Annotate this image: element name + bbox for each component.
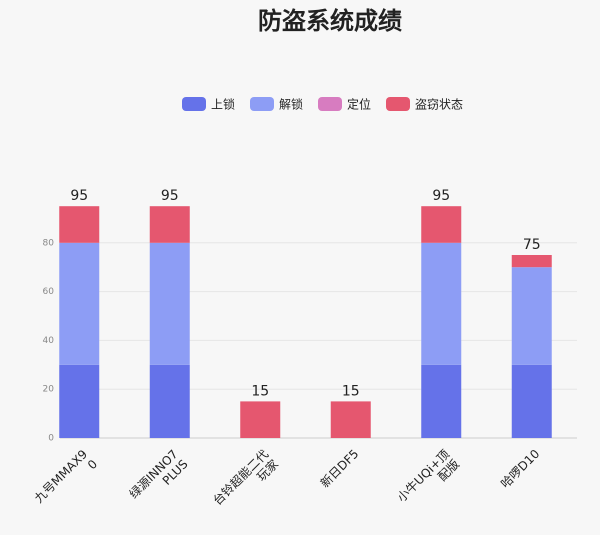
legend-label: 盗窃状态 xyxy=(415,97,463,112)
y-tick-label: 60 xyxy=(43,287,55,297)
total-label: 95 xyxy=(432,188,450,204)
bar-segment xyxy=(421,242,462,365)
legend-label: 上锁 xyxy=(211,97,235,112)
legend-label: 解锁 xyxy=(279,97,303,112)
bar-segment xyxy=(59,364,100,438)
chart-title: 防盗系统成绩 xyxy=(258,7,402,35)
legend-swatch xyxy=(386,97,410,111)
x-tick-label: 哈啰D10 xyxy=(498,447,542,491)
bar-segment xyxy=(421,364,462,438)
bar-segment xyxy=(511,364,552,438)
y-tick-label: 20 xyxy=(43,385,55,395)
y-tick-label: 40 xyxy=(43,336,55,346)
total-label: 95 xyxy=(161,188,179,204)
x-tick-label: 小牛UQi+顶配版 xyxy=(393,446,461,514)
bar-segment xyxy=(149,242,190,365)
total-label: 75 xyxy=(523,237,541,253)
y-tick-label: 0 xyxy=(48,434,54,444)
bar-segment xyxy=(330,401,371,438)
bar-segment xyxy=(421,206,462,243)
bar-segment xyxy=(59,206,100,243)
total-label: 95 xyxy=(70,188,88,204)
legend-label: 定位 xyxy=(347,97,371,112)
bar-segment xyxy=(149,206,190,243)
x-tick-label: 新日DF5 xyxy=(317,446,361,490)
y-tick-label: 80 xyxy=(43,238,55,248)
legend-swatch xyxy=(182,97,206,111)
bar-segment xyxy=(511,255,552,268)
bar-segment xyxy=(149,364,190,438)
legend-swatch xyxy=(250,97,274,111)
x-tick-label: 九号MMAX90 xyxy=(31,447,99,515)
total-label: 15 xyxy=(342,383,360,399)
bar-segment xyxy=(511,267,552,365)
bar-segment xyxy=(59,242,100,365)
x-tick-label: 台铃超能二代玩家 xyxy=(209,446,280,517)
bar-segment xyxy=(240,401,281,438)
total-label: 15 xyxy=(251,383,269,399)
x-tick-label: 绿源INNO7PLUS xyxy=(125,446,190,511)
legend-swatch xyxy=(318,97,342,111)
